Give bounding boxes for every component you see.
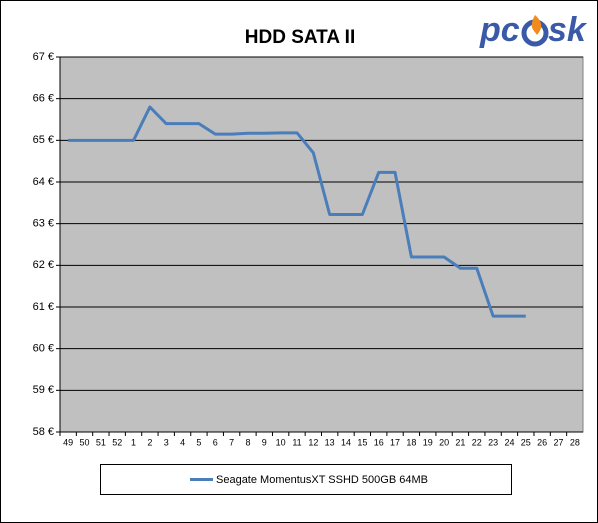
x-tick-label: 18	[406, 437, 416, 447]
legend-label: Seagate MomentusXT SSHD 500GB 64MB	[216, 474, 428, 486]
x-tick-label: 15	[357, 437, 367, 447]
y-tick-label: 62 €	[33, 259, 54, 271]
x-tick-label: 52	[112, 437, 122, 447]
x-tick-label: 11	[292, 437, 301, 447]
x-tick-label: 50	[80, 437, 90, 447]
x-tick-label: 20	[439, 437, 449, 447]
x-tick-label: 5	[196, 437, 201, 447]
legend-box	[100, 464, 512, 495]
x-tick-label: 51	[96, 437, 106, 447]
x-tick-label: 49	[63, 437, 73, 447]
y-tick-label: 66 €	[33, 93, 54, 105]
y-tick-label: 65 €	[33, 134, 54, 146]
x-tick-label: 25	[521, 437, 531, 447]
x-tick-label: 7	[229, 437, 234, 447]
x-tick-label: 16	[374, 437, 384, 447]
logo-text: pc	[479, 11, 520, 49]
logo-flame	[531, 15, 542, 35]
x-tick-label: 21	[455, 437, 465, 447]
series-line	[68, 105, 526, 318]
logo-text: sk	[548, 11, 588, 49]
x-tick-label: 14	[341, 437, 351, 447]
logo: pc sk	[479, 11, 588, 49]
plot-area	[59, 56, 584, 433]
x-tick-label: 12	[308, 437, 318, 447]
y-tick-label: 61 €	[33, 301, 54, 313]
x-tick-label: 1	[131, 437, 136, 447]
x-tick-label: 6	[213, 437, 218, 447]
x-tick-label: 24	[504, 437, 514, 447]
y-tick-label: 63 €	[33, 218, 54, 230]
x-tick-label: 19	[423, 437, 433, 447]
x-tick-label: 22	[472, 437, 482, 447]
x-tick-label: 10	[276, 437, 286, 447]
x-tick-label: 8	[245, 437, 250, 447]
y-tick-label: 60 €	[33, 343, 54, 355]
chart-title: HDD SATA II	[245, 27, 355, 48]
x-tick-label: 13	[325, 437, 335, 447]
x-tick-label: 2	[147, 437, 152, 447]
y-tick-label: 64 €	[33, 176, 54, 188]
y-tick-label: 58 €	[33, 426, 54, 438]
x-tick-label: 4	[180, 437, 185, 447]
x-tick-label: 3	[164, 437, 169, 447]
x-tick-label: 26	[537, 437, 547, 447]
x-tick-label: 9	[262, 437, 267, 447]
x-tick-label: 17	[390, 437, 400, 447]
x-tick-label: 27	[553, 437, 563, 447]
x-tick-label: 28	[570, 437, 580, 447]
y-tick-label: 59 €	[33, 384, 54, 396]
y-tick-label: 67 €	[33, 51, 54, 63]
x-tick-label: 23	[488, 437, 498, 447]
